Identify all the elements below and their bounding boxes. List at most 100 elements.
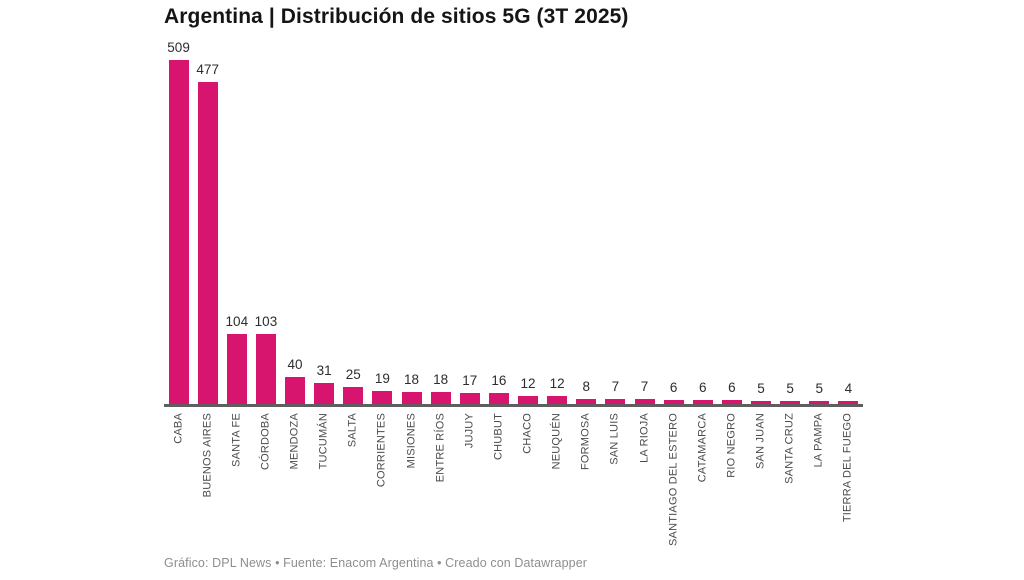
bar — [721, 399, 742, 404]
bar-column: 103 — [251, 314, 280, 404]
x-axis-tick-cell: LA RIOJA — [630, 407, 659, 545]
bar — [197, 81, 218, 404]
x-axis-labels: CABA BUENOS AIRES SANTA FE CÓRDOBA MENDOZA TU… — [164, 407, 863, 546]
x-axis-tick-label: TUCUMÁN — [317, 413, 330, 470]
bar — [809, 400, 830, 404]
x-axis-tick-cell: SAN LUIS — [601, 407, 630, 545]
x-axis-tick-label: CÓRDOBA — [259, 413, 272, 471]
bar-column: 6 — [659, 380, 688, 404]
x-axis-tick-label: NEUQUÉN — [550, 413, 563, 470]
bar — [576, 398, 597, 404]
bar — [518, 395, 539, 404]
bar — [343, 387, 364, 404]
bar-value-label: 12 — [520, 375, 536, 391]
x-axis-tick-label: TIERRA DEL FUEGO — [841, 413, 854, 523]
bar-column: 17 — [455, 373, 484, 404]
bar-value-label: 16 — [491, 373, 507, 389]
bar — [226, 333, 247, 404]
bar-column: 509 — [164, 40, 193, 404]
x-axis-tick-cell: CHUBUT — [484, 407, 513, 545]
bar-column: 31 — [310, 363, 339, 404]
bar-column: 5 — [776, 381, 805, 404]
bar — [692, 399, 713, 404]
x-axis-tick-cell: SANTIAGO DEL ESTERO — [659, 407, 688, 546]
x-axis-tick-cell: CÓRDOBA — [251, 407, 280, 545]
bar — [488, 393, 509, 404]
x-axis-tick-label: SALTA — [346, 413, 359, 448]
x-axis-tick-label: MISIONES — [405, 413, 418, 469]
bar-value-label: 7 — [640, 379, 649, 395]
x-axis-tick-cell: FORMOSA — [572, 407, 601, 545]
bar — [430, 391, 451, 404]
x-axis-tick-label: SANTA FE — [230, 413, 243, 467]
bar-column: 4 — [834, 381, 863, 404]
bar-value-label: 7 — [611, 379, 620, 395]
bar-value-label: 6 — [699, 379, 707, 395]
x-axis-tick-cell: BUENOS AIRES — [193, 407, 222, 545]
bar-value-label: 8 — [582, 378, 591, 394]
x-axis-tick-label: MENDOZA — [288, 413, 301, 470]
x-axis-tick-label: FORMOSA — [579, 413, 592, 471]
bar — [547, 395, 568, 404]
bar-value-label: 5 — [757, 380, 765, 396]
x-axis-tick-label: SANTIAGO DEL ESTERO — [667, 413, 680, 546]
chart-credit: Gráfico: DPL News • Fuente: Enacom Argen… — [164, 556, 588, 570]
bar-column: 5 — [805, 381, 834, 404]
bar — [751, 400, 772, 404]
bar — [663, 399, 684, 404]
chart-title: Argentina | Distribución de sitios 5G (3… — [164, 5, 629, 28]
bar — [255, 334, 276, 404]
x-axis-tick-cell: RIO NEGRO — [717, 407, 746, 545]
x-axis-tick-cell: CHACO — [514, 407, 543, 545]
bar-value-label: 17 — [462, 372, 478, 388]
x-axis-tick-label: CATAMARCA — [696, 413, 709, 483]
bar-value-label: 477 — [196, 61, 219, 77]
x-axis-tick-cell: LA PAMPA — [805, 407, 834, 545]
bar-value-label: 4 — [844, 381, 853, 397]
x-axis-tick-label: LA PAMPA — [812, 413, 825, 468]
x-axis-tick-label: JUJUY — [463, 413, 476, 449]
x-axis-tick-cell: MENDOZA — [281, 407, 310, 545]
x-axis-tick-label: CABA — [172, 413, 185, 444]
bar-value-label: 31 — [316, 363, 332, 379]
x-axis-tick-label: BUENOS AIRES — [201, 413, 214, 498]
bar-value-label: 6 — [669, 379, 678, 395]
bar-column: 16 — [484, 373, 513, 404]
x-axis-tick-label: ENTRE RÍOS — [434, 413, 447, 483]
x-axis-tick-cell: SANTA CRUZ — [776, 407, 805, 545]
x-axis-tick-cell: MISIONES — [397, 407, 426, 545]
bar — [634, 399, 655, 404]
bar-value-label: 19 — [374, 371, 390, 387]
x-axis-tick-label: CHACO — [521, 413, 534, 454]
x-axis-tick-label: SANTA CRUZ — [783, 413, 796, 484]
bar-column: 25 — [339, 367, 368, 404]
bar — [314, 383, 335, 404]
x-axis-tick-label: LA RIOJA — [638, 413, 651, 463]
bar-column: 6 — [688, 380, 717, 404]
bar-column: 18 — [397, 372, 426, 404]
x-axis-tick-cell: CORRIENTES — [368, 407, 397, 545]
bar-value-label: 103 — [254, 314, 278, 330]
bar-column: 7 — [630, 379, 659, 404]
x-axis-tick-cell: SANTA FE — [222, 407, 251, 545]
bar-value-label: 25 — [345, 367, 361, 383]
bar — [401, 391, 422, 404]
x-axis-tick-label: CHUBUT — [492, 413, 505, 461]
bar-column: 19 — [368, 371, 397, 404]
bar-value-label: 12 — [549, 375, 565, 391]
bar-value-label: 5 — [786, 380, 794, 396]
bar-column: 6 — [717, 380, 746, 404]
bar-column: 12 — [514, 376, 543, 404]
bar — [605, 399, 626, 404]
x-axis-tick-label: CORRIENTES — [375, 413, 388, 488]
bar-column: 477 — [193, 62, 222, 404]
x-axis-tick-cell: JUJUY — [455, 407, 484, 545]
bar-value-label: 18 — [404, 371, 420, 387]
bar-column: 12 — [543, 376, 572, 404]
bar-column: 5 — [747, 381, 776, 404]
bar-column: 7 — [601, 379, 630, 404]
bar — [285, 376, 306, 404]
bar — [168, 60, 189, 404]
bar-value-label: 40 — [287, 356, 303, 372]
bar-value-label: 104 — [225, 313, 249, 329]
